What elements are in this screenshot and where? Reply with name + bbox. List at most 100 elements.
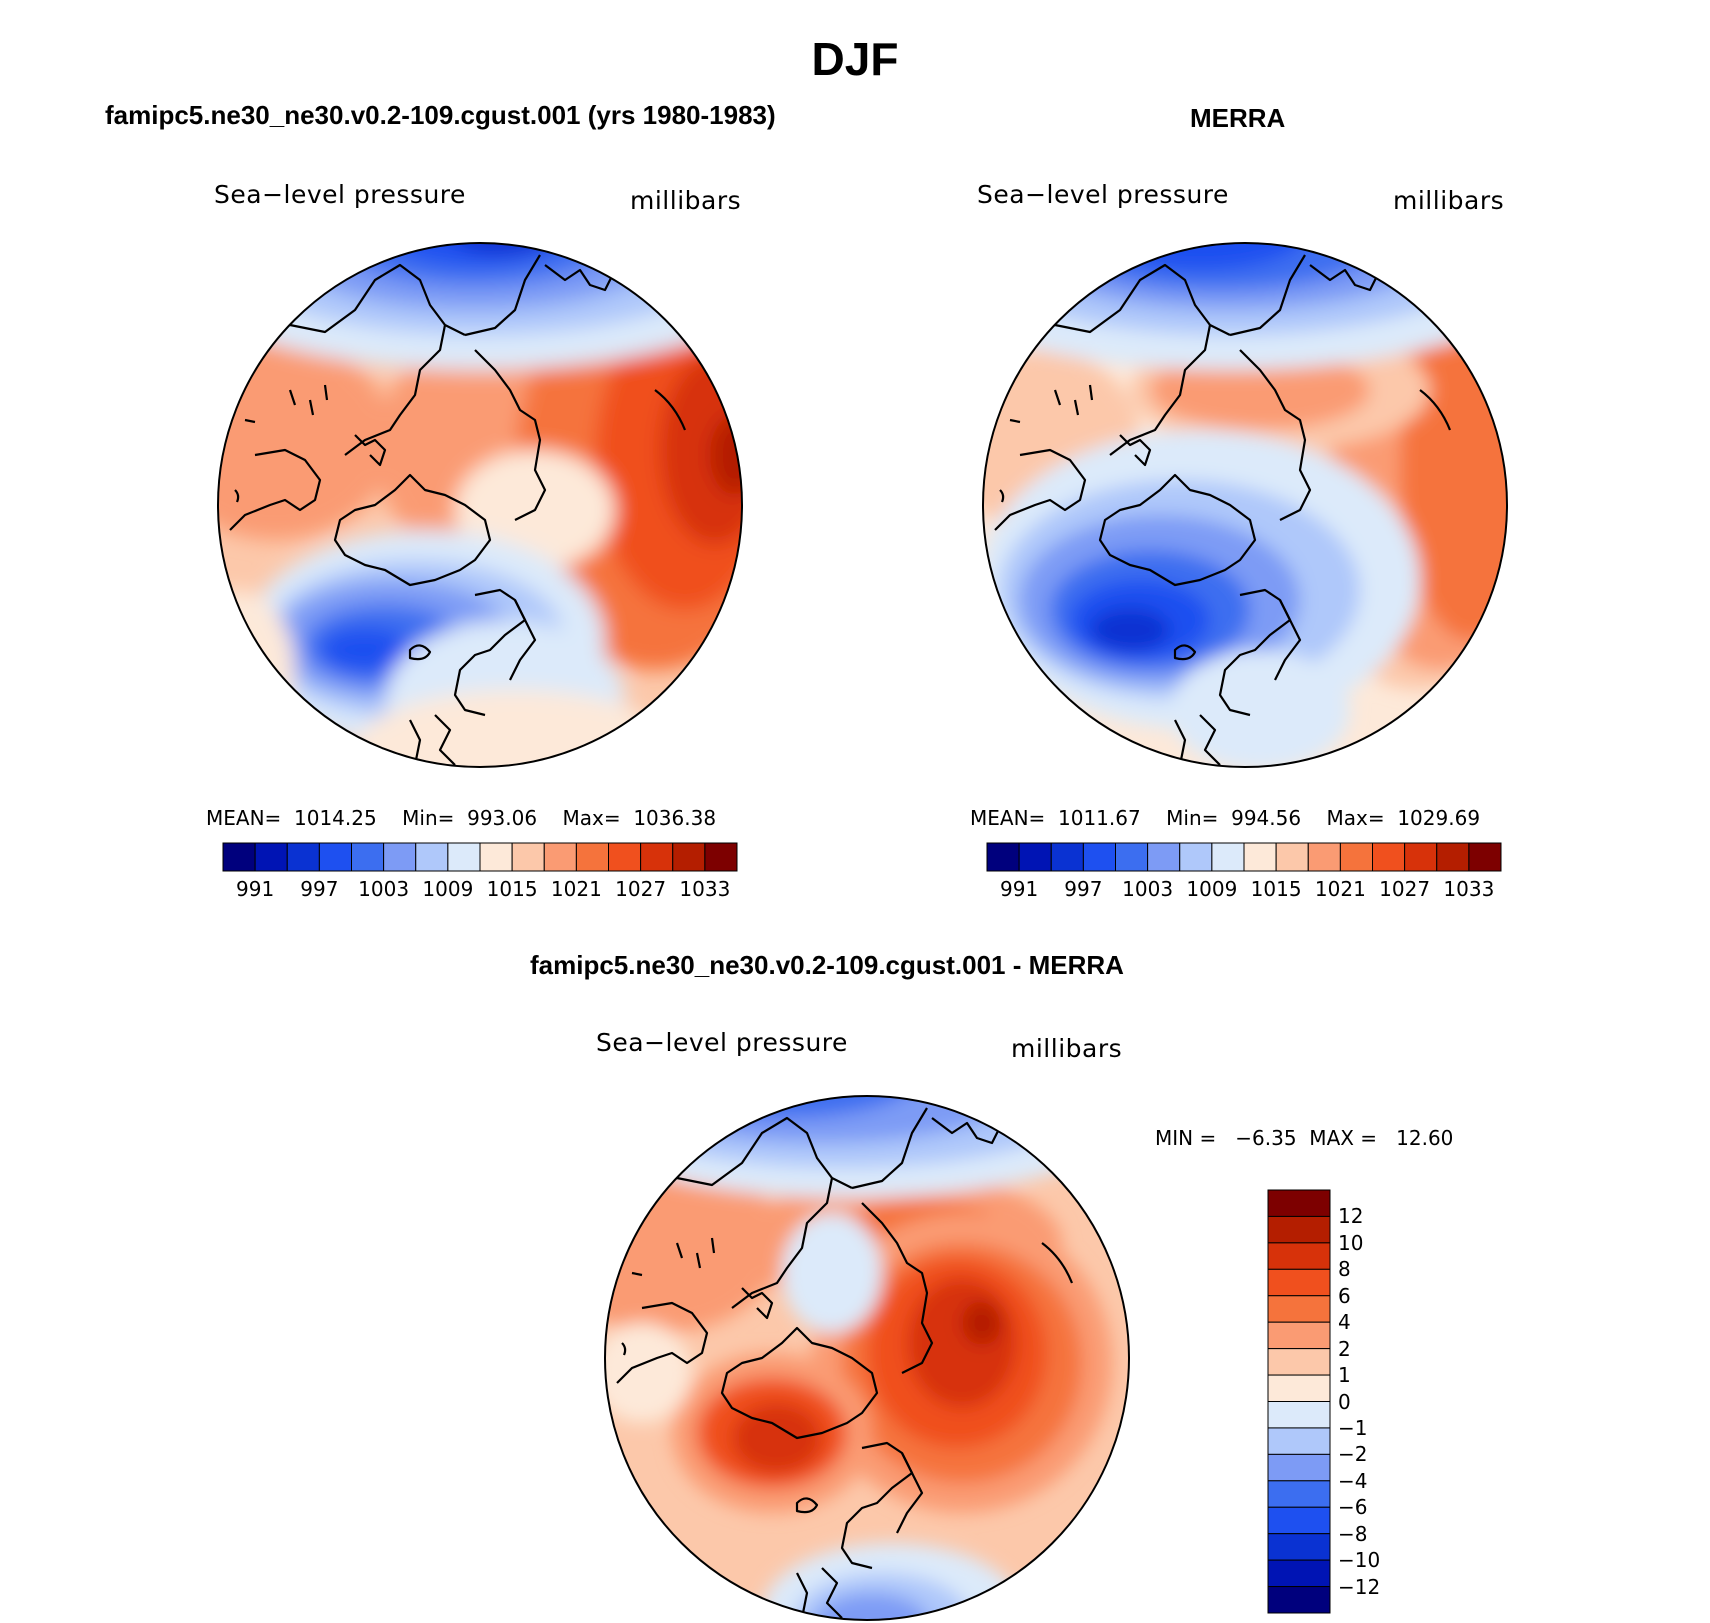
- colorbar-panel-2-swatch: [1147, 842, 1181, 872]
- colorbar-panel-3-tick-label: 4: [1338, 1310, 1351, 1335]
- colorbar-panel-3-swatch: [1267, 1348, 1331, 1376]
- colorbar-panel-1-tick-label: 991: [236, 877, 275, 901]
- colorbar-panel-3-swatch: [1267, 1189, 1331, 1217]
- colorbar-panel-2-swatch: [1307, 842, 1341, 872]
- panel-3-stats: MIN = −6.35 MAX = 12.60: [1155, 1126, 1454, 1150]
- colorbar-panel-1-swatch: [608, 842, 642, 872]
- colorbar-panel-1-swatch: [704, 842, 738, 872]
- colorbar-panel-1-swatch: [351, 842, 385, 872]
- colorbar-panel-3-tick-label: −6: [1338, 1495, 1368, 1520]
- panel-2-variable-label: Sea−level pressure: [977, 180, 1229, 209]
- colorbar-panel-3-tick-label: 0: [1338, 1389, 1351, 1414]
- panel-2-units-label: millibars: [1393, 186, 1505, 215]
- map-panel-1: [217, 242, 743, 768]
- colorbar-panel-1-swatch: [318, 842, 352, 872]
- colorbar-panel-3-ticks: 12 10 8 6 4 2 1 0 −1 −2 −4 −6 −8 −10 −12: [1338, 1190, 1418, 1613]
- panel-2-title: MERRA: [1190, 103, 1286, 133]
- colorbar-panel-3-swatch: [1267, 1268, 1331, 1297]
- colorbar-panel-3-tick-label: −4: [1338, 1468, 1368, 1493]
- colorbar-panel-3-swatch: [1267, 1480, 1331, 1508]
- panel-2-stats: MEAN= 1011.67 Min= 994.56 Max= 1029.69: [970, 806, 1481, 830]
- colorbar-panel-2-swatches: [986, 842, 1502, 872]
- colorbar-panel-3-swatch: [1267, 1401, 1331, 1429]
- colorbar-panel-2-swatch: [1436, 842, 1470, 872]
- colorbar-panel-3-tick-label: −12: [1338, 1574, 1381, 1599]
- colorbar-panel-3: [1267, 1189, 1331, 1614]
- panel-1-stats: MEAN= 1014.25 Min= 993.06 Max= 1036.38: [206, 806, 717, 830]
- map-panel-2: [982, 242, 1508, 768]
- colorbar-panel-2-swatch: [1243, 842, 1277, 872]
- colorbar-panel-1-swatch: [575, 842, 609, 872]
- colorbar-panel-3-swatch: [1267, 1374, 1331, 1402]
- colorbar-panel-3-tick-label: −2: [1338, 1442, 1368, 1467]
- colorbar-panel-3-swatch: [1267, 1215, 1331, 1244]
- colorbar-panel-2-swatch: [1018, 842, 1052, 872]
- colorbar-panel-1-swatch: [415, 842, 449, 872]
- colorbar-panel-1-tick-label: 1009: [422, 877, 474, 901]
- colorbar-panel-2-swatch: [1372, 842, 1406, 872]
- panel-3-variable-label: Sea−level pressure: [596, 1028, 848, 1057]
- colorbar-panel-2-tick-label: 991: [1000, 877, 1039, 901]
- colorbar-panel-3-swatch: [1267, 1559, 1331, 1588]
- colorbar-panel-1-swatch: [511, 842, 545, 872]
- colorbar-panel-2-tick-label: 1009: [1186, 877, 1238, 901]
- colorbar-panel-1-swatch: [479, 842, 513, 872]
- colorbar-panel-1-swatch: [254, 842, 288, 872]
- colorbar-panel-3-tick-label: 10: [1338, 1230, 1364, 1255]
- panel-1-title: famipc5.ne30_ne30.v0.2-109.cgust.001 (yr…: [105, 100, 776, 130]
- colorbar-panel-2-swatch: [1179, 842, 1213, 872]
- colorbar-panel-3-swatch: [1267, 1242, 1331, 1270]
- colorbar-panel-1: [222, 842, 738, 872]
- colorbar-panel-1-swatch: [543, 842, 577, 872]
- colorbar-panel-2: [986, 842, 1502, 872]
- colorbar-panel-1-swatch: [447, 842, 481, 872]
- colorbar-panel-3-swatch: [1267, 1533, 1331, 1561]
- panel-1-units-label: millibars: [630, 186, 742, 215]
- colorbar-panel-3-swatch: [1267, 1321, 1331, 1350]
- colorbar-panel-2-ticks: 991 997 1003 1009 1015 1021 1027 1033: [987, 877, 1501, 907]
- colorbar-panel-3-tick-label: −10: [1338, 1548, 1381, 1573]
- colorbar-panel-1-swatch: [640, 842, 674, 872]
- colorbar-panel-3-tick-label: 6: [1338, 1283, 1351, 1308]
- panel-3-units-label: millibars: [1011, 1034, 1123, 1063]
- colorbar-panel-2-swatch: [1082, 842, 1116, 872]
- colorbar-panel-1-swatch: [672, 842, 706, 872]
- colorbar-panel-2-tick-label: 1033: [1443, 877, 1495, 901]
- colorbar-panel-2-tick-label: 1015: [1250, 877, 1302, 901]
- colorbar-panel-3-swatch: [1267, 1427, 1331, 1455]
- colorbar-panel-1-ticks: 991 997 1003 1009 1015 1021 1027 1033: [223, 877, 737, 907]
- colorbar-panel-1-tick-label: 1015: [486, 877, 538, 901]
- colorbar-panel-3-tick-label: 2: [1338, 1336, 1351, 1361]
- colorbar-panel-2-swatch: [1468, 842, 1502, 872]
- colorbar-panel-2-swatch: [1339, 842, 1373, 872]
- colorbar-panel-1-tick-label: 1033: [679, 877, 731, 901]
- colorbar-panel-3-tick-label: 1: [1338, 1363, 1351, 1388]
- colorbar-panel-2-tick-label: 1021: [1314, 877, 1366, 901]
- colorbar-panel-1-swatch: [222, 842, 256, 872]
- colorbar-panel-3-tick-label: 8: [1338, 1257, 1351, 1282]
- colorbar-panel-2-swatch: [1115, 842, 1149, 872]
- colorbar-panel-2-swatch: [1050, 842, 1084, 872]
- map-panel-3: [604, 1095, 1130, 1621]
- panel-1-variable-label: Sea−level pressure: [214, 180, 466, 209]
- colorbar-panel-3-tick-label: −1: [1338, 1415, 1368, 1440]
- colorbar-panel-2-tick-label: 997: [1064, 877, 1103, 901]
- colorbar-panel-1-swatch: [286, 842, 320, 872]
- colorbar-panel-3-swatch: [1267, 1586, 1331, 1614]
- colorbar-panel-3-swatch: [1267, 1506, 1331, 1535]
- colorbar-panel-2-swatch: [986, 842, 1020, 872]
- colorbar-panel-2-swatch: [1211, 842, 1245, 872]
- colorbar-panel-1-tick-label: 1021: [550, 877, 602, 901]
- colorbar-panel-3-tick-label: 12: [1338, 1204, 1364, 1229]
- panel-3-title: famipc5.ne30_ne30.v0.2-109.cgust.001 - M…: [530, 950, 1124, 980]
- colorbar-panel-1-swatch: [383, 842, 417, 872]
- colorbar-panel-2-tick-label: 1027: [1379, 877, 1431, 901]
- colorbar-panel-1-tick-label: 1003: [358, 877, 410, 901]
- colorbar-panel-3-swatch: [1267, 1295, 1331, 1323]
- colorbar-panel-2-swatch: [1404, 842, 1438, 872]
- colorbar-panel-1-tick-label: 1027: [615, 877, 667, 901]
- figure-title: DJF: [811, 33, 899, 85]
- colorbar-panel-1-tick-label: 997: [300, 877, 339, 901]
- colorbar-panel-3-tick-label: −8: [1338, 1521, 1368, 1546]
- colorbar-panel-1-swatches: [222, 842, 738, 872]
